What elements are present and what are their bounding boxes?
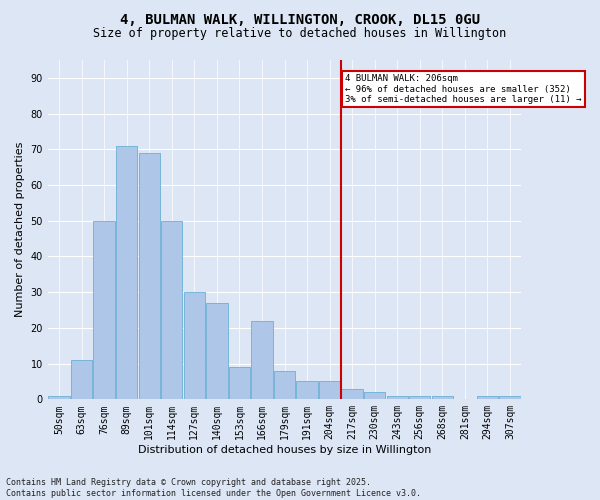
Bar	[139, 153, 160, 400]
Bar	[251, 321, 272, 400]
Bar	[409, 396, 430, 400]
Bar	[319, 382, 340, 400]
Y-axis label: Number of detached properties: Number of detached properties	[15, 142, 25, 318]
Text: Size of property relative to detached houses in Willington: Size of property relative to detached ho…	[94, 28, 506, 40]
Bar	[116, 146, 137, 400]
Bar	[161, 220, 182, 400]
Bar	[49, 396, 70, 400]
Bar	[206, 303, 227, 400]
Bar	[274, 371, 295, 400]
Bar	[476, 396, 498, 400]
Text: Contains HM Land Registry data © Crown copyright and database right 2025.
Contai: Contains HM Land Registry data © Crown c…	[6, 478, 421, 498]
Bar	[341, 388, 363, 400]
Bar	[499, 396, 521, 400]
X-axis label: Distribution of detached houses by size in Willington: Distribution of detached houses by size …	[138, 445, 431, 455]
Text: 4 BULMAN WALK: 206sqm
← 96% of detached houses are smaller (352)
3% of semi-deta: 4 BULMAN WALK: 206sqm ← 96% of detached …	[346, 74, 582, 104]
Bar	[94, 220, 115, 400]
Text: 4, BULMAN WALK, WILLINGTON, CROOK, DL15 0GU: 4, BULMAN WALK, WILLINGTON, CROOK, DL15 …	[120, 12, 480, 26]
Bar	[296, 382, 318, 400]
Bar	[71, 360, 92, 400]
Bar	[431, 396, 453, 400]
Bar	[184, 292, 205, 400]
Bar	[229, 367, 250, 400]
Bar	[386, 396, 408, 400]
Bar	[364, 392, 385, 400]
